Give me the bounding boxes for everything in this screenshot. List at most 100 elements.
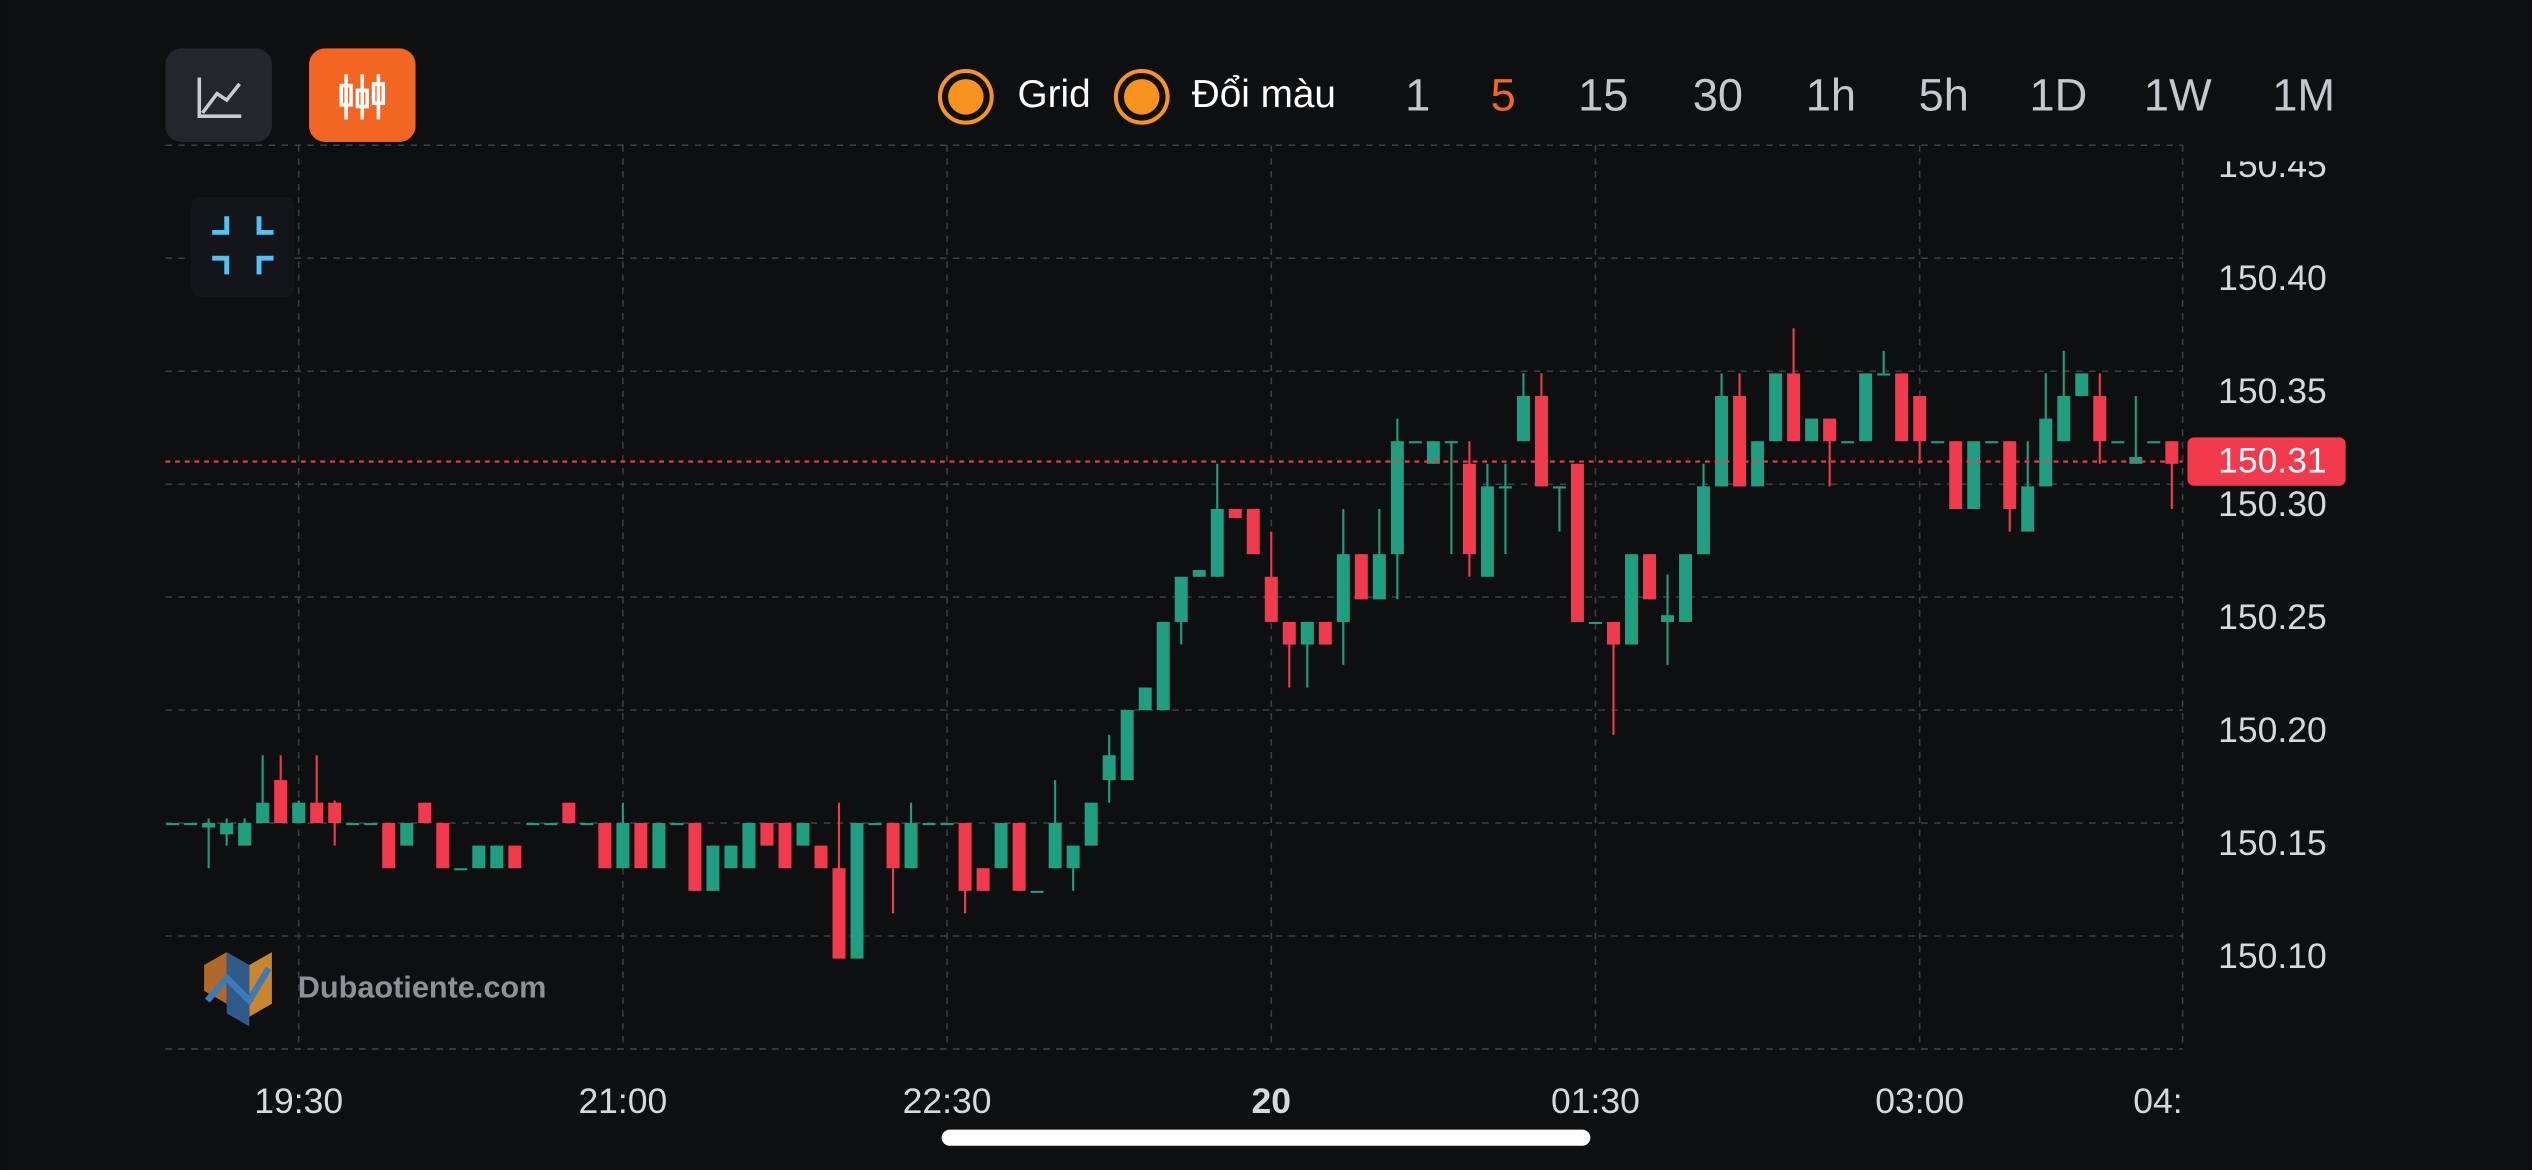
candle-body: [1426, 441, 1440, 464]
candle-body: [1264, 576, 1278, 622]
toggle-label[interactable]: Grid: [1017, 73, 1090, 116]
candle-body: [652, 823, 666, 869]
collapse-button[interactable]: [191, 196, 295, 297]
price-label-bg: [2187, 437, 2346, 486]
candle-body: [1625, 554, 1638, 645]
candle-body: [2021, 486, 2035, 532]
interval-button[interactable]: 30: [1693, 69, 1743, 120]
button-bg[interactable]: [191, 196, 295, 297]
y-tick-label: 150.40: [2218, 258, 2327, 298]
x-tick-label: 22:30: [903, 1081, 992, 1121]
interval-button[interactable]: 1M: [2272, 69, 2335, 120]
toggle-label[interactable]: Đổi màu: [1192, 73, 1336, 116]
candle-body: [256, 802, 270, 824]
interval-button[interactable]: 15: [1578, 69, 1628, 120]
candle-body: [490, 845, 504, 869]
candle-body: [1697, 486, 1711, 555]
candle-body: [796, 823, 810, 846]
candle-body: [670, 823, 684, 826]
candle-body: [2111, 441, 2125, 444]
candle-body: [436, 823, 450, 869]
candle-body: [724, 845, 738, 869]
candle-body: [2129, 457, 2143, 464]
radio-dot: [948, 79, 984, 115]
candle-body: [688, 823, 702, 891]
interval-button[interactable]: 1D: [2029, 69, 2087, 120]
radio[interactable]: [1113, 68, 1170, 125]
candle-body: [292, 802, 306, 824]
candle-body: [1769, 373, 1783, 442]
candle-body: [1336, 554, 1350, 622]
x-tick-label: 04:: [2133, 1081, 2182, 1121]
candle-body: [472, 845, 486, 869]
candle-body: [1030, 890, 1044, 893]
candle-body: [1588, 621, 1602, 625]
candle-body: [1823, 418, 1837, 442]
logo-line: [204, 966, 272, 1006]
candle-body: [1661, 615, 1675, 622]
y-tick-label: 150.10: [2218, 936, 2327, 976]
candle-body: [1138, 687, 1152, 711]
candle-body: [868, 823, 882, 826]
candle-body: [184, 823, 198, 826]
interval-button[interactable]: 5h: [1919, 69, 1969, 120]
candle-body: [2165, 441, 2179, 464]
candle-body: [1246, 508, 1260, 555]
candle-body: [634, 823, 648, 869]
candle-body: [706, 845, 720, 891]
interval-button[interactable]: 5: [1491, 69, 1516, 120]
toggle-grid[interactable]: Grid: [937, 68, 1091, 125]
x-tick-label: 03:00: [1875, 1081, 1964, 1121]
candle-body: [1192, 569, 1206, 577]
candle-body: [1408, 441, 1422, 444]
y-axis-labels: 150.05150.10150.15150.20150.25150.30150.…: [2218, 161, 2327, 976]
candle-body: [1516, 396, 1530, 442]
candle-body: [166, 823, 180, 826]
candle-body: [1066, 845, 1080, 869]
candle-body: [1318, 621, 1332, 645]
candle-body: [1895, 373, 1909, 442]
watermark: Dubaotiente.com: [204, 952, 546, 1027]
plot-area: [165, 144, 2184, 1050]
candle-body: [382, 823, 396, 869]
candle-body: [1480, 486, 1494, 577]
candle-body: [1931, 441, 1945, 444]
candle-body: [958, 823, 972, 891]
candle-body: [1841, 441, 1855, 444]
candle-body: [1300, 621, 1314, 645]
candle-body: [1372, 554, 1386, 600]
candle-body: [940, 823, 954, 826]
interval-button[interactable]: 1W: [2144, 69, 2212, 120]
candle-body: [220, 823, 234, 835]
home-indicator: [941, 1129, 1591, 1146]
candle-chart-button[interactable]: [309, 48, 416, 143]
candle-body: [238, 823, 252, 846]
candle-body: [274, 780, 288, 824]
candle-body: [1156, 621, 1170, 711]
radio[interactable]: [937, 68, 994, 125]
candle-body: [1679, 554, 1693, 622]
x-tick-label: 01:30: [1551, 1081, 1640, 1121]
candle-body: [778, 823, 792, 869]
candle-body: [994, 823, 1008, 869]
candle-body: [1570, 463, 1584, 622]
toggle-color[interactable]: Đổi màu: [1113, 68, 1336, 125]
candle-body: [850, 823, 864, 959]
line-chart-button[interactable]: [165, 48, 272, 143]
candle-body: [742, 823, 756, 869]
candle-body: [580, 823, 594, 826]
candle-body: [1210, 508, 1224, 577]
candle-body: [1859, 373, 1873, 442]
candle-body: [814, 845, 828, 869]
interval-button[interactable]: 1: [1405, 69, 1430, 120]
candle-body: [526, 823, 540, 826]
candle-body: [616, 823, 630, 869]
candle-body: [202, 823, 216, 828]
candle-body: [1282, 621, 1296, 645]
candle-body: [1444, 441, 1458, 444]
candle-body: [1462, 463, 1476, 555]
interval-button[interactable]: 1h: [1806, 69, 1856, 120]
candle-body: [454, 868, 468, 871]
